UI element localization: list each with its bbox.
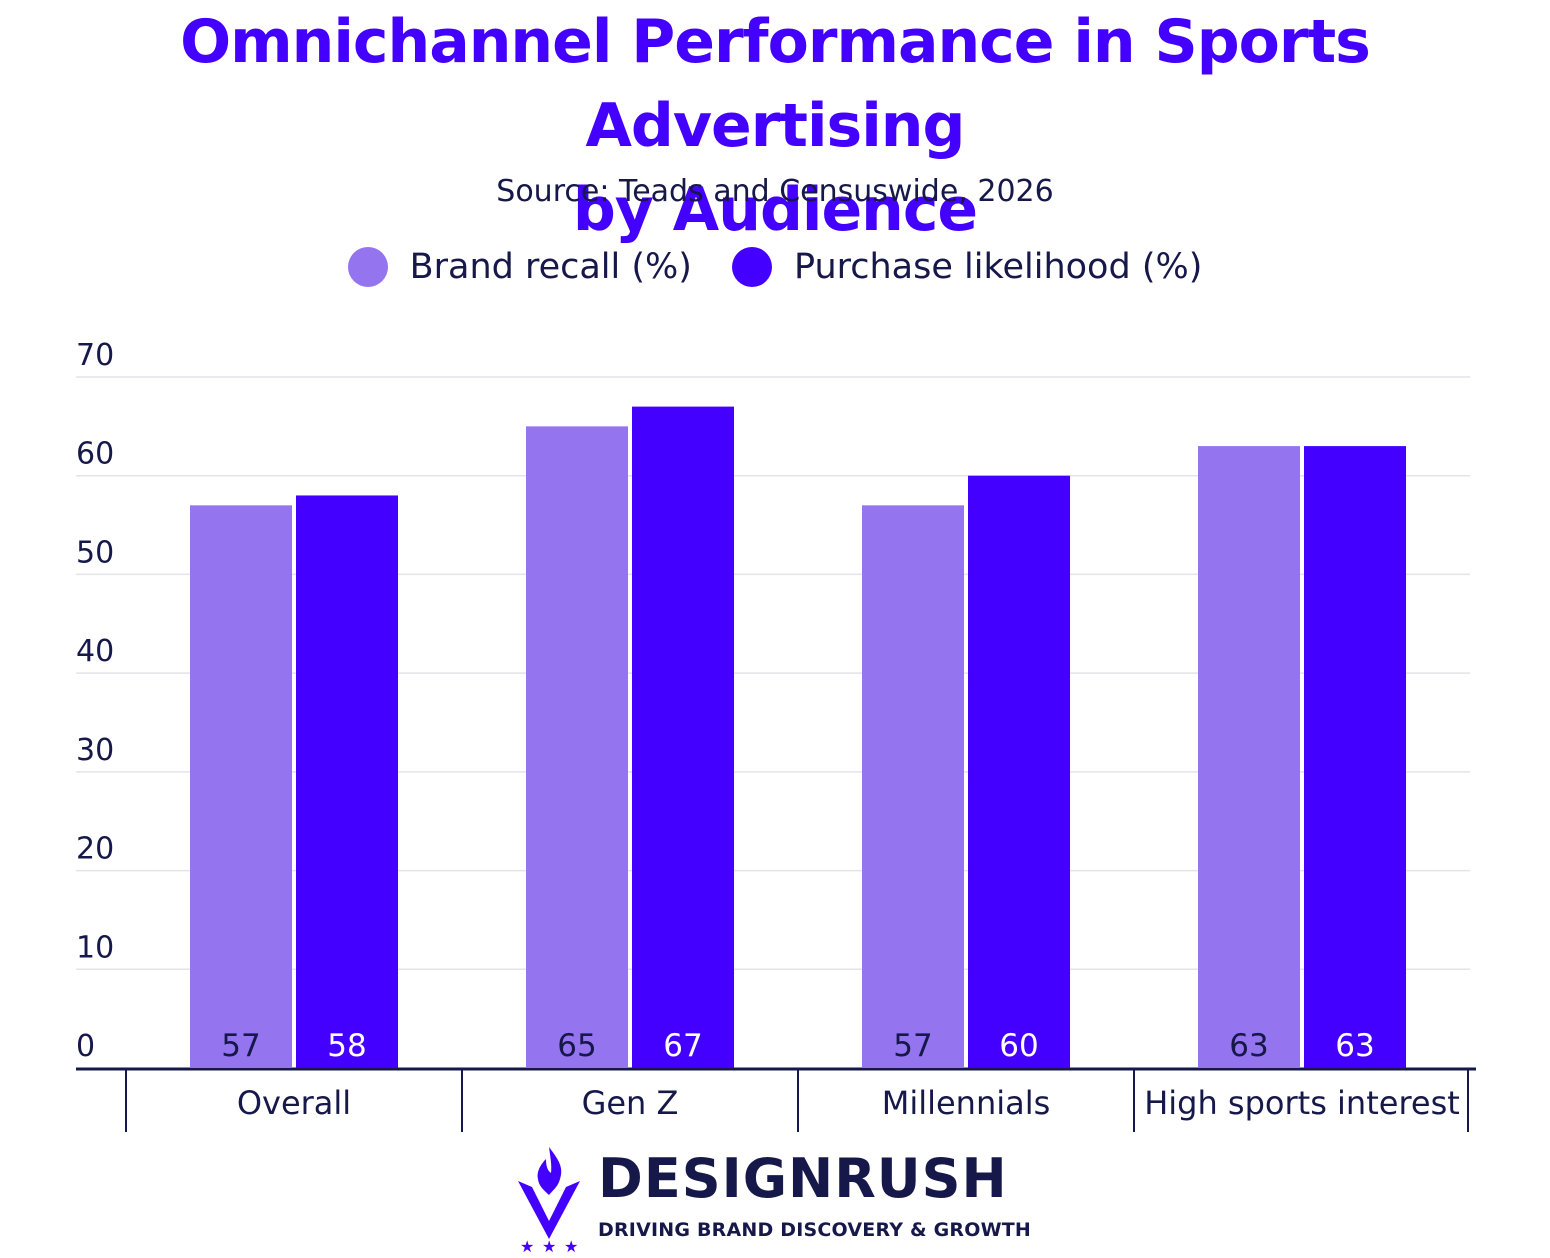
bar — [190, 505, 292, 1068]
bar — [526, 426, 628, 1068]
y-tick-label: 0 — [76, 1029, 95, 1064]
bar-value-label: 58 — [327, 1028, 366, 1064]
logo: ★ ★ ★ DESIGNRUSH DRIVING BRAND DISCOVERY… — [514, 1143, 1044, 1255]
bar — [1304, 446, 1406, 1069]
svg-text:★: ★ — [542, 1237, 556, 1255]
bar-value-label: 63 — [1335, 1028, 1374, 1064]
legend-swatch-purchase-likelihood — [731, 247, 772, 287]
bar-value-label: 65 — [557, 1028, 596, 1064]
legend-swatch-brand-recall — [347, 247, 388, 287]
chart-title: Omnichannel Performance in Sports Advert… — [0, 0, 1550, 252]
legend-item-purchase-likelihood: Purchase likelihood (%) — [731, 247, 1203, 287]
bar-value-label: 57 — [893, 1028, 932, 1064]
logo-wordmark: DESIGNRUSH — [598, 1147, 1008, 1210]
x-category-label: Overall — [237, 1084, 351, 1122]
legend: Brand recall (%) Purchase likelihood (%) — [0, 244, 1550, 290]
y-tick-label: 60 — [76, 437, 114, 472]
bar-value-label: 67 — [663, 1028, 702, 1064]
svg-text:★: ★ — [520, 1237, 534, 1255]
bar-value-label: 60 — [999, 1028, 1038, 1064]
y-tick-label: 10 — [76, 930, 114, 965]
bar — [1198, 446, 1300, 1069]
x-category-label: Gen Z — [582, 1084, 679, 1122]
y-tick-label: 70 — [76, 338, 114, 373]
bar — [632, 406, 734, 1069]
bar — [862, 505, 964, 1068]
bar-value-label: 57 — [221, 1028, 260, 1064]
bar — [296, 495, 398, 1068]
y-tick-label: 40 — [76, 634, 114, 669]
y-tick-label: 20 — [76, 832, 114, 867]
chart-title-line-2: by Audience — [572, 175, 978, 245]
x-category-label: Millennials — [882, 1084, 1051, 1122]
bar — [968, 475, 1070, 1068]
flame-shield-icon: ★ ★ ★ — [518, 1147, 580, 1255]
bar-value-label: 63 — [1229, 1028, 1268, 1064]
legend-label-brand-recall: Brand recall (%) — [409, 247, 692, 287]
chart-title-line-1: Omnichannel Performance in Sports Advert… — [180, 7, 1371, 161]
svg-text:★: ★ — [564, 1237, 578, 1255]
legend-item-brand-recall: Brand recall (%) — [347, 247, 692, 287]
legend-label-purchase-likelihood: Purchase likelihood (%) — [793, 247, 1203, 287]
y-tick-label: 50 — [76, 535, 114, 570]
chart-subtitle: Source: Teads and Censuswide, 2026 — [496, 174, 1054, 209]
y-tick-label: 30 — [76, 733, 114, 768]
logo-tagline: DRIVING BRAND DISCOVERY & GROWTH — [598, 1219, 1031, 1241]
bar-chart: 0 10 20 30 40 50 60 70 Overall 57 58 Gen Z 65 67 Mille… — [76, 338, 1476, 1132]
x-category-label: High sports interest — [1144, 1084, 1460, 1122]
